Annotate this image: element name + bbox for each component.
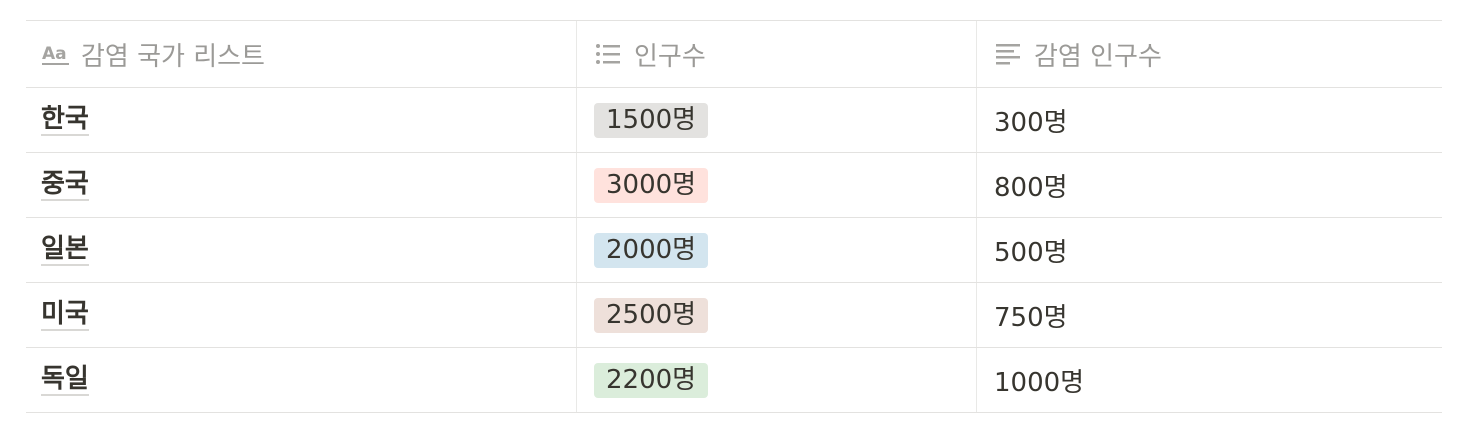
table-header-row: Aa 감염 국가 리스트 인구수: [26, 21, 1442, 88]
country-name[interactable]: 한국: [41, 104, 89, 136]
cell-name[interactable]: 일본: [26, 218, 577, 282]
table-row[interactable]: 미국 2500명 750명: [26, 283, 1442, 348]
cell-population[interactable]: 2200명: [577, 348, 977, 412]
country-name[interactable]: 미국: [41, 299, 89, 331]
table-row[interactable]: 한국 1500명 300명: [26, 88, 1442, 153]
column-header-population-label: 인구수: [634, 41, 706, 72]
cell-infected[interactable]: 800명: [977, 153, 1442, 217]
country-name[interactable]: 독일: [41, 364, 89, 396]
cell-population[interactable]: 2000명: [577, 218, 977, 282]
table-row[interactable]: 일본 2000명 500명: [26, 218, 1442, 283]
country-name[interactable]: 중국: [41, 169, 89, 201]
population-tag[interactable]: 3000명: [594, 167, 709, 203]
cell-infected[interactable]: 1000명: [977, 348, 1442, 412]
column-header-name-label: 감염 국가 리스트: [81, 41, 265, 72]
cell-name[interactable]: 한국: [26, 88, 577, 152]
cell-population[interactable]: 1500명: [577, 88, 977, 152]
column-header-infected-label: 감염 인구수: [1034, 41, 1162, 72]
cell-name[interactable]: 중국: [26, 153, 577, 217]
table-row[interactable]: 중국 3000명 800명: [26, 153, 1442, 218]
infected-value: 800명: [994, 172, 1068, 203]
population-tag[interactable]: 1500명: [594, 102, 709, 138]
column-header-population[interactable]: 인구수: [577, 21, 977, 87]
cell-infected[interactable]: 750명: [977, 283, 1442, 347]
cell-infected[interactable]: 500명: [977, 218, 1442, 282]
infected-value: 300명: [994, 107, 1068, 138]
population-tag[interactable]: 2200명: [594, 362, 709, 398]
infected-value: 1000명: [994, 367, 1085, 398]
population-tag[interactable]: 2500명: [594, 297, 709, 333]
infected-value: 500명: [994, 237, 1068, 268]
table-row[interactable]: 독일 2200명 1000명: [26, 348, 1442, 413]
svg-text:Aa: Aa: [42, 44, 67, 64]
column-header-name[interactable]: Aa 감염 국가 리스트: [26, 21, 577, 87]
cell-name[interactable]: 미국: [26, 283, 577, 347]
population-tag[interactable]: 2000명: [594, 232, 709, 268]
list-icon: [594, 39, 624, 69]
infected-value: 750명: [994, 302, 1068, 333]
cell-population[interactable]: 3000명: [577, 153, 977, 217]
country-name[interactable]: 일본: [41, 234, 89, 266]
cell-population[interactable]: 2500명: [577, 283, 977, 347]
database-table: Aa 감염 국가 리스트 인구수: [26, 20, 1442, 413]
text-lines-icon: [994, 39, 1024, 69]
column-header-infected[interactable]: 감염 인구수: [977, 21, 1442, 87]
cell-name[interactable]: 독일: [26, 348, 577, 412]
text-aa-icon: Aa: [41, 39, 71, 69]
cell-infected[interactable]: 300명: [977, 88, 1442, 152]
